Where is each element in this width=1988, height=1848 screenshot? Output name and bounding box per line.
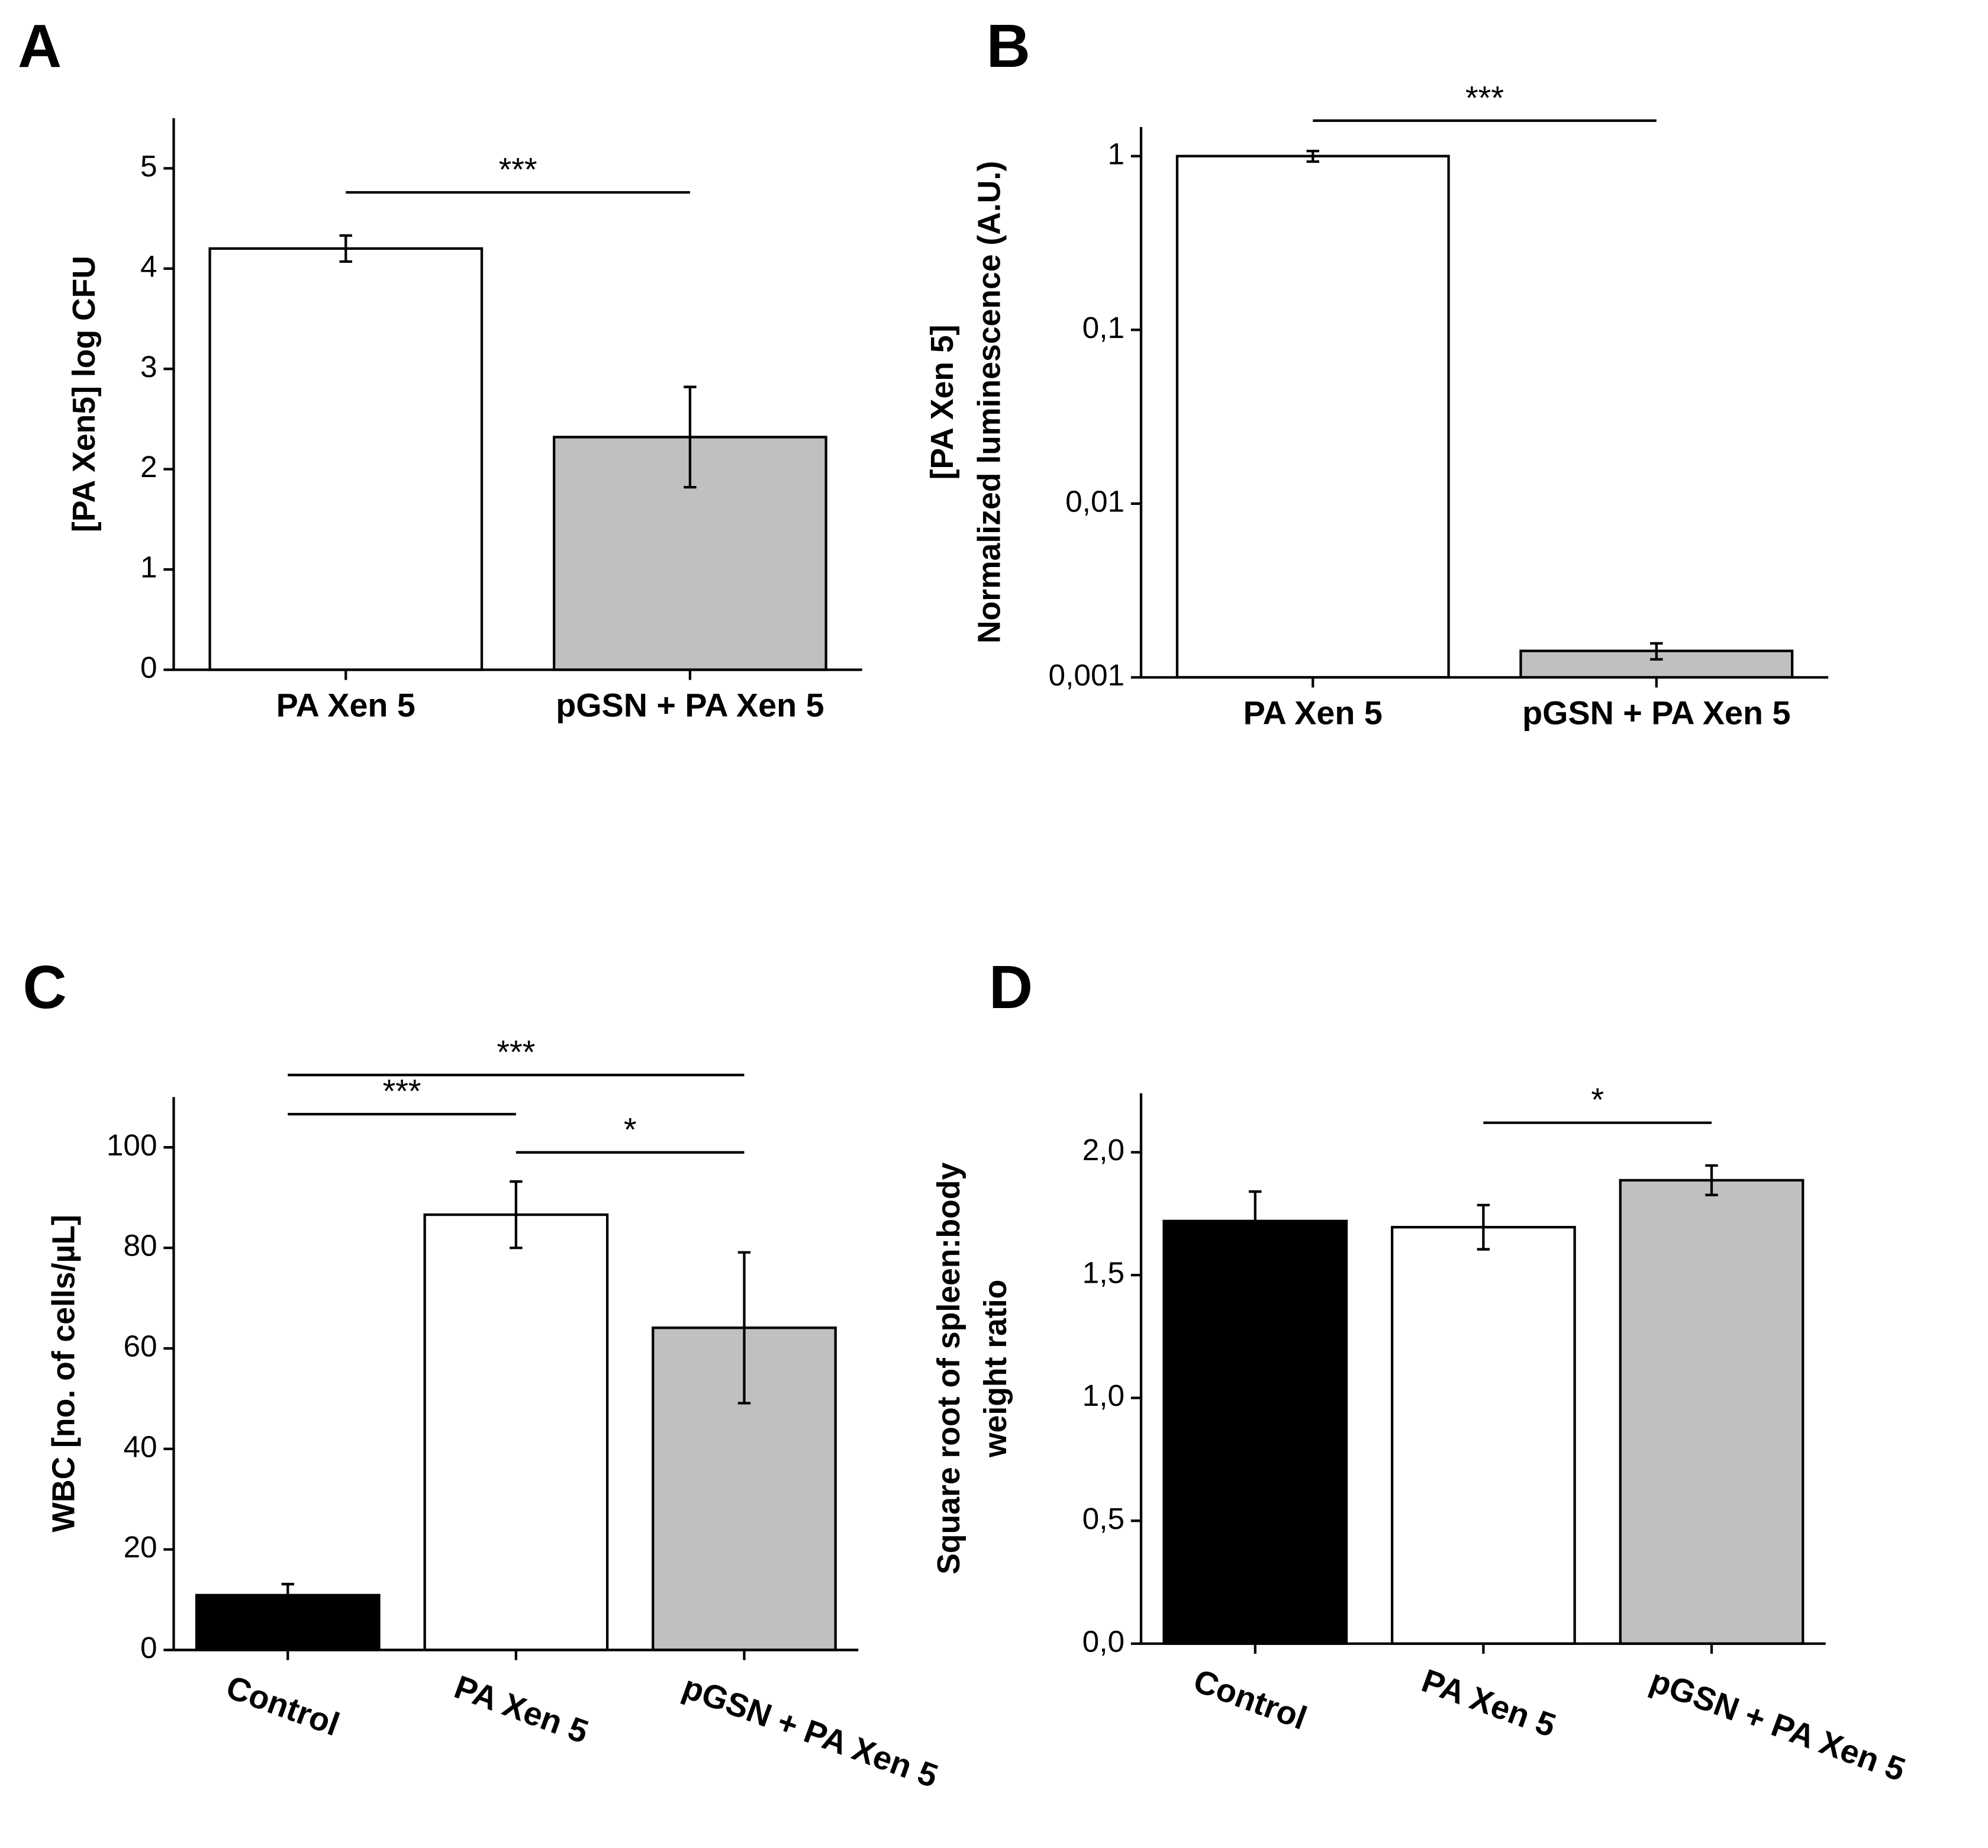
x-tick-label: PA Xen 5 — [276, 687, 415, 723]
error-bar — [1477, 1203, 1490, 1251]
y-tick-label: 0 — [140, 650, 157, 684]
error-bar — [1249, 1190, 1262, 1252]
x-tick-label: pGSN + PA Xen 5 — [1645, 1662, 1910, 1788]
y-axis-label: Square root of spleen:body — [932, 1163, 966, 1575]
bar — [423, 1213, 609, 1651]
y-tick-label: 0,5 — [1082, 1501, 1125, 1535]
y-axis-label: weight ratio — [978, 1280, 1013, 1458]
x-tick-label: pGSN + PA Xen 5 — [1522, 694, 1790, 731]
y-tick-label: 1,0 — [1082, 1378, 1125, 1412]
y-tick-label: 60 — [123, 1329, 157, 1363]
error-bar — [684, 385, 697, 489]
y-tick-label: 1 — [1108, 136, 1125, 170]
y-tick-label: 0,1 — [1082, 310, 1125, 345]
x-tick-label: PA Xen 5 — [450, 1669, 593, 1751]
x-tick-label: Control — [221, 1669, 344, 1743]
panel-label: B — [987, 12, 1030, 80]
bar — [1391, 1226, 1576, 1645]
significance-label: *** — [499, 151, 537, 188]
bar — [1175, 154, 1450, 679]
error-bar — [737, 1251, 751, 1405]
y-tick-label: 100 — [107, 1128, 157, 1162]
y-tick-label: 0 — [140, 1630, 157, 1665]
error-bar — [1705, 1164, 1718, 1196]
y-tick-label: 1 — [140, 550, 157, 584]
y-axis-label: [PA Xen5] log CFU — [67, 256, 102, 532]
y-tick-label: 4 — [140, 249, 157, 283]
y-axis-label: [PA Xen 5] — [925, 325, 960, 480]
x-tick-label: pGSN + PA Xen 5 — [556, 687, 824, 723]
y-axis-label: WBC [no. of cells/µL] — [47, 1215, 82, 1533]
y-tick-label: 0,0 — [1082, 1624, 1125, 1658]
panel-label: A — [18, 12, 62, 80]
y-tick-label: 40 — [123, 1429, 157, 1463]
y-tick-label: 80 — [123, 1228, 157, 1263]
error-bar — [510, 1180, 523, 1250]
error-bar — [1650, 642, 1663, 661]
y-tick-label: 1,5 — [1082, 1255, 1125, 1290]
bar — [1162, 1219, 1348, 1645]
y-tick-label: 0,001 — [1048, 658, 1125, 692]
error-bar — [1306, 149, 1319, 163]
y-tick-label: 5 — [140, 149, 157, 183]
x-tick-label: pGSN + PA Xen 5 — [678, 1669, 943, 1795]
significance-label: *** — [1465, 79, 1504, 116]
bar — [208, 247, 484, 671]
y-tick-label: 2,0 — [1082, 1132, 1125, 1167]
error-bar — [339, 234, 353, 263]
panel-label: D — [989, 953, 1033, 1021]
y-tick-label: 0,01 — [1065, 484, 1125, 518]
significance-label: * — [1591, 1081, 1604, 1118]
x-tick-label: Control — [1189, 1662, 1312, 1737]
y-tick-label: 2 — [140, 449, 157, 484]
y-tick-label: 3 — [140, 349, 157, 384]
bar — [1619, 1179, 1805, 1645]
significance-label: *** — [497, 1034, 535, 1070]
x-tick-label: PA Xen 5 — [1243, 694, 1383, 731]
y-tick-label: 20 — [123, 1530, 157, 1564]
x-tick-label: PA Xen 5 — [1417, 1662, 1560, 1744]
significance-label: * — [624, 1111, 637, 1148]
significance-label: *** — [383, 1073, 421, 1110]
y-axis-label: Normalized luminescence (A.U.) — [972, 161, 1007, 643]
error-bar — [281, 1583, 294, 1608]
panel-label: C — [23, 953, 67, 1021]
